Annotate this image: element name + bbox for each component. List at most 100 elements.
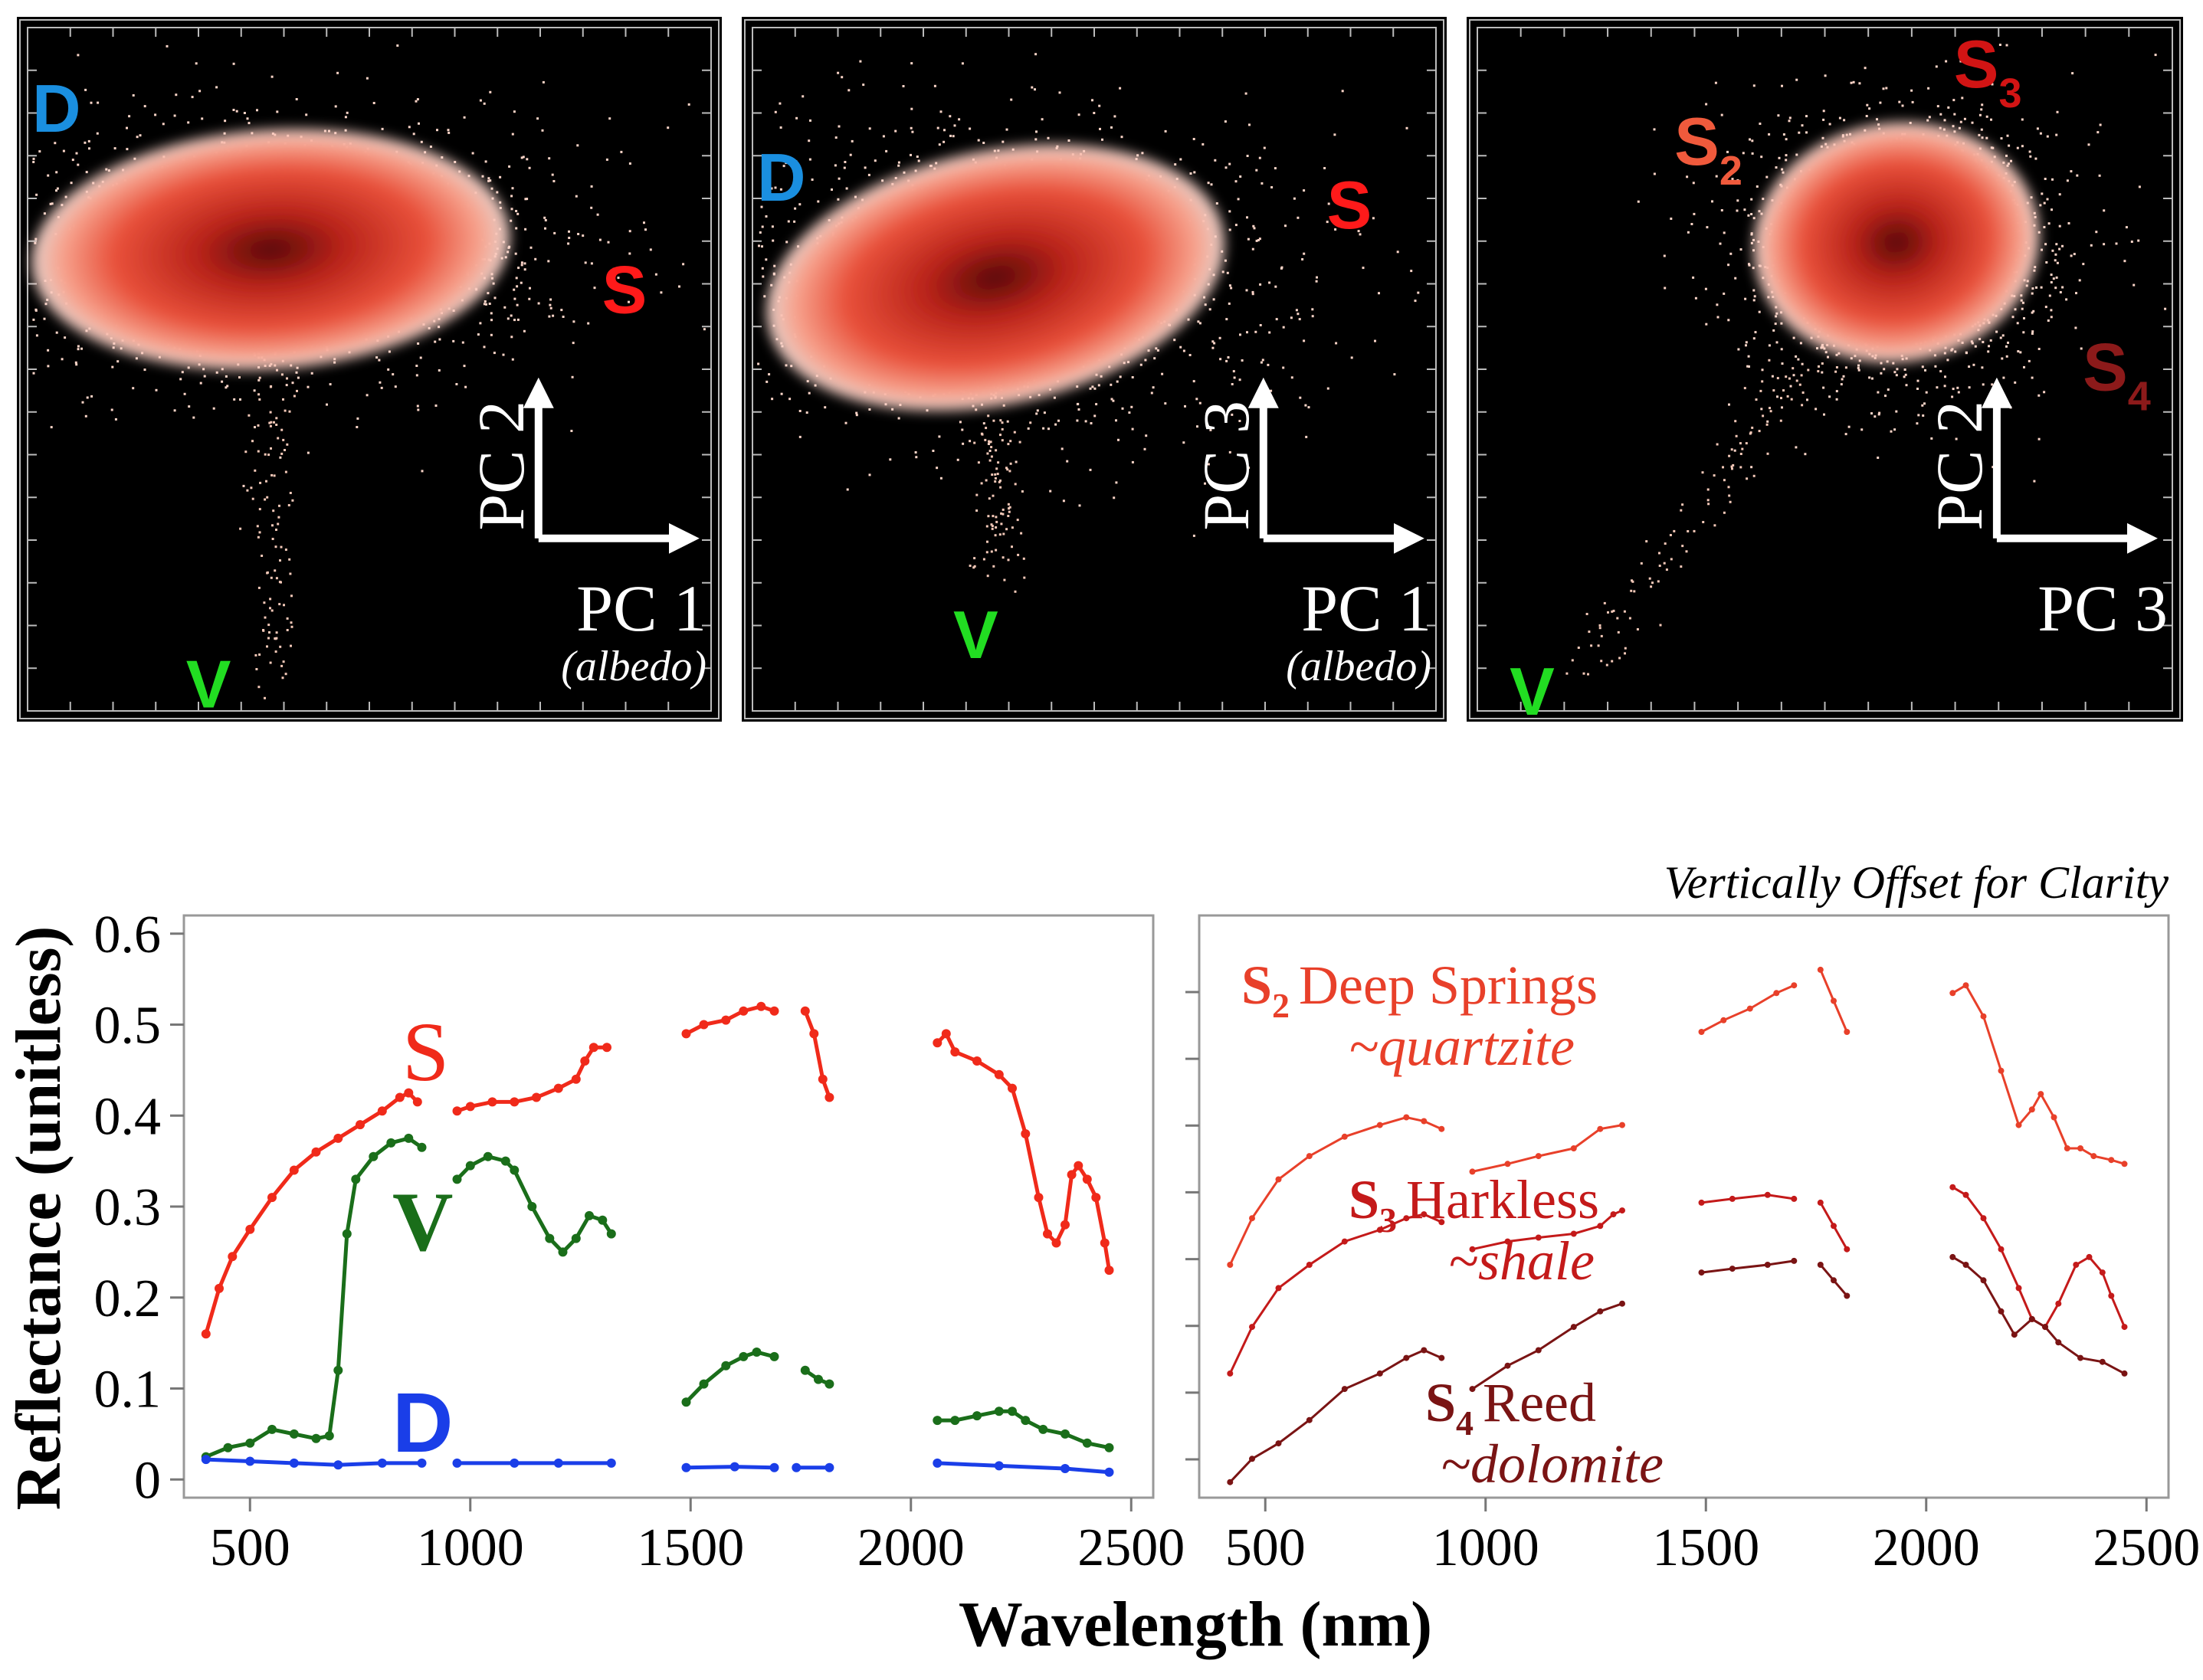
scatter-point — [1690, 223, 1693, 225]
series-S2 — [1227, 966, 2128, 1268]
scatter-point — [1785, 375, 1788, 378]
scatter-point — [859, 60, 862, 63]
scatter-point — [223, 132, 226, 135]
scatter-point — [1778, 156, 1781, 159]
scatter-point — [1801, 391, 1805, 394]
scatter-point — [961, 428, 964, 431]
scatter-point — [524, 198, 527, 201]
scatter-point — [1007, 558, 1010, 562]
scatter-point — [596, 213, 599, 216]
scatter-point — [552, 314, 555, 317]
scatter-point — [536, 117, 539, 120]
scatter-point — [1857, 368, 1860, 372]
data-point — [972, 1056, 982, 1066]
scatter-point — [1743, 208, 1746, 211]
scatter-point — [1750, 213, 1753, 215]
data-point — [1597, 1125, 1604, 1132]
scatter-point — [128, 115, 131, 118]
scatter-point — [568, 230, 570, 233]
data-point — [1051, 1238, 1061, 1248]
scatter-point — [290, 644, 292, 647]
scatter-point — [1001, 439, 1004, 442]
scatter-point — [96, 132, 99, 135]
scatter-point — [1588, 630, 1591, 634]
scatter-point — [2050, 316, 2053, 319]
scatter-point — [293, 395, 296, 398]
data-point — [1791, 1195, 1798, 1202]
scatter-point — [2043, 226, 2046, 228]
scatter-point — [516, 303, 519, 306]
data-point — [1998, 1067, 2005, 1074]
data-point — [377, 1458, 387, 1468]
scatter-point — [420, 140, 423, 143]
scatter-point — [529, 287, 531, 290]
data-point — [1438, 1219, 1445, 1226]
scatter-point — [1805, 115, 1808, 118]
scatter-point — [881, 179, 884, 182]
data-point — [814, 1374, 823, 1384]
scatter-point — [1864, 67, 1867, 70]
scatter-point — [517, 267, 520, 270]
scatter-point — [2041, 192, 2044, 195]
scatter-point — [1877, 457, 1880, 459]
scatter-point — [1600, 634, 1603, 637]
data-point — [1619, 1207, 1625, 1214]
data-point — [311, 1433, 321, 1443]
scatter-point — [1374, 339, 1376, 342]
scatter-point — [1685, 550, 1688, 553]
scatter-point — [1880, 372, 1883, 375]
scatter-point — [1000, 522, 1003, 526]
scatter-point — [1164, 129, 1167, 133]
scatter-point — [837, 198, 840, 201]
scatter-point — [1008, 470, 1011, 473]
scatter-point — [649, 248, 652, 251]
scatter-point — [814, 384, 817, 387]
scatter-point — [1571, 659, 1574, 662]
scatter-point — [1957, 391, 1960, 394]
scatter-point — [1010, 98, 1013, 101]
series-S — [201, 1001, 1114, 1339]
scatter-point — [288, 410, 291, 413]
scatter-point — [1115, 481, 1118, 484]
scatter-point — [2041, 248, 2043, 251]
scatter-point — [496, 191, 499, 194]
scatter-point — [1153, 357, 1156, 360]
scatter-point — [1245, 289, 1248, 292]
scatter-point — [1768, 133, 1771, 136]
scatter-point — [1282, 326, 1285, 329]
scatter-point — [1009, 462, 1012, 465]
scatter-point — [1739, 466, 1742, 469]
data-point — [1570, 1230, 1577, 1237]
scatter-point — [987, 443, 990, 445]
scatter-point — [2019, 351, 2022, 354]
scatter-point — [1342, 224, 1345, 228]
scatter-point — [975, 509, 979, 512]
scatter-point — [263, 601, 266, 604]
scatter-point — [1775, 341, 1778, 344]
scatter-point — [1991, 383, 1994, 386]
scatter-point — [415, 100, 418, 103]
scatter-point — [1011, 545, 1013, 549]
scatter-point — [988, 450, 992, 452]
scatter-point — [1217, 408, 1220, 410]
scatter-point — [199, 382, 202, 385]
scatter-point — [483, 102, 486, 105]
data-point — [1376, 1122, 1383, 1128]
scatter-point — [795, 116, 798, 120]
data-point — [324, 1431, 334, 1441]
scatter-point — [988, 440, 991, 444]
scatter-point — [1821, 362, 1824, 365]
scatter-point — [2020, 299, 2023, 302]
scatter-point — [943, 140, 946, 143]
scatter-point — [251, 497, 254, 500]
scatter-point — [310, 372, 313, 375]
y-tick-label: 0.5 — [94, 997, 162, 1056]
scatter-point — [1297, 313, 1300, 316]
scatter-point — [418, 122, 420, 125]
scatter-point — [986, 540, 988, 543]
scatter-point — [1916, 388, 1919, 390]
scatter-point — [1007, 515, 1010, 517]
scatter-point — [1687, 231, 1690, 234]
scatter-point — [1130, 405, 1133, 408]
scatter-point — [1925, 391, 1928, 394]
